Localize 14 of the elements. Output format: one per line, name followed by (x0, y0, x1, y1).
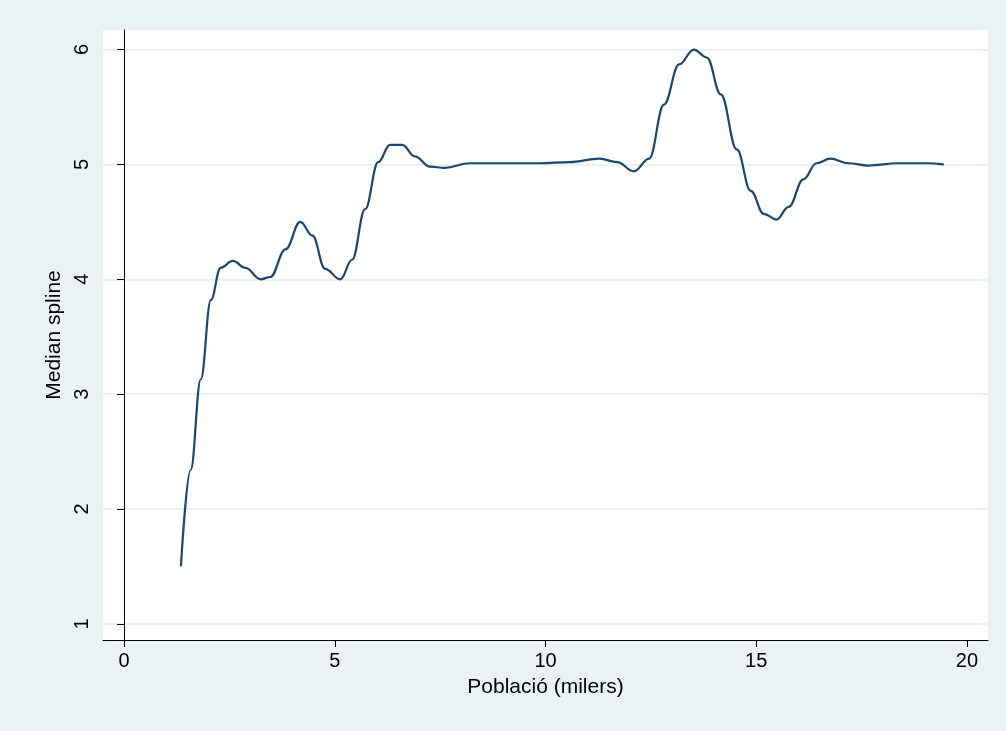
x-tick-label: 5 (329, 649, 341, 671)
y-tick-label: 2 (70, 503, 92, 515)
x-tick-label: 15 (745, 649, 768, 671)
x-tick-label: 20 (955, 649, 979, 671)
line-series (179, 48, 945, 567)
x-tick-label: 0 (118, 649, 130, 671)
y-tick-label: 3 (70, 388, 92, 400)
y-axis-title: Median spline (41, 270, 64, 400)
y-tick-label: 1 (70, 618, 92, 630)
x-axis-title: Població (milers) (467, 673, 624, 697)
y-tick-label: 4 (70, 273, 92, 285)
y-tick-label: 6 (70, 43, 92, 56)
y-tick-label: 5 (70, 158, 92, 170)
x-tick-label: 10 (534, 649, 557, 671)
